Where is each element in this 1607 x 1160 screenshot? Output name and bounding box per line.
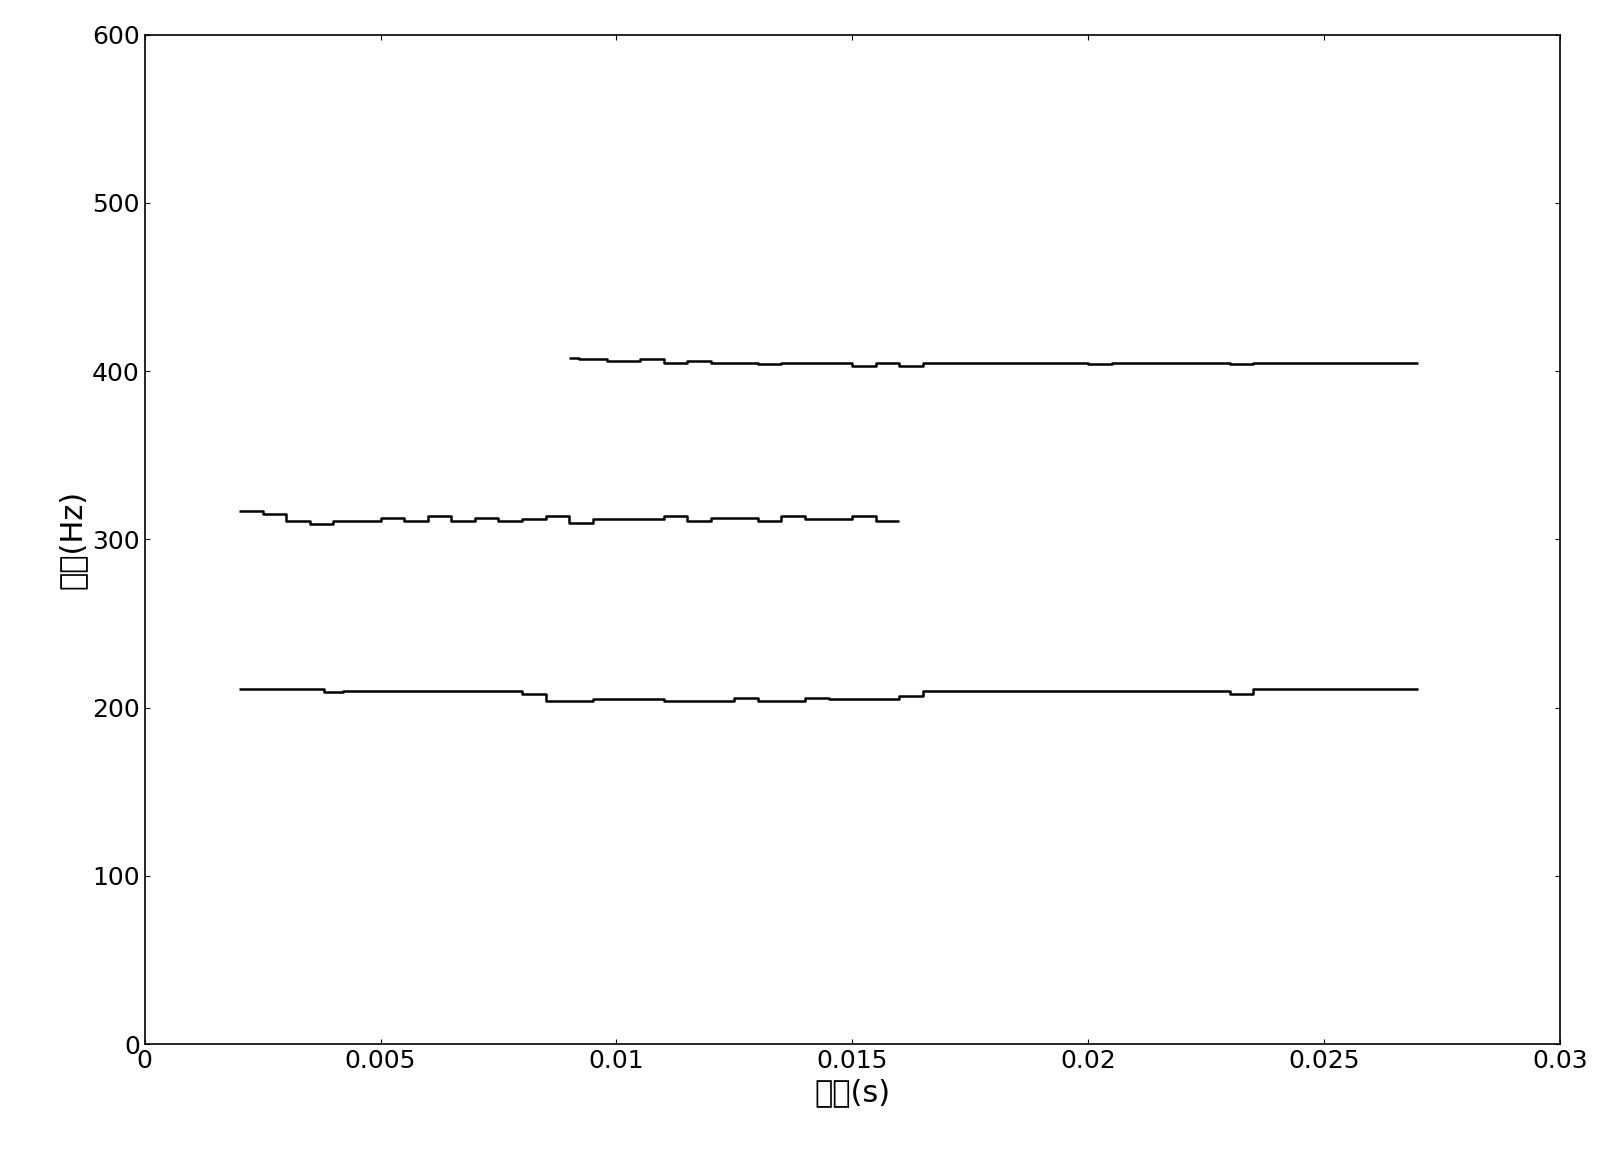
X-axis label: 时间(s): 时间(s) <box>813 1079 890 1108</box>
Y-axis label: 频率(Hz): 频率(Hz) <box>58 490 87 589</box>
